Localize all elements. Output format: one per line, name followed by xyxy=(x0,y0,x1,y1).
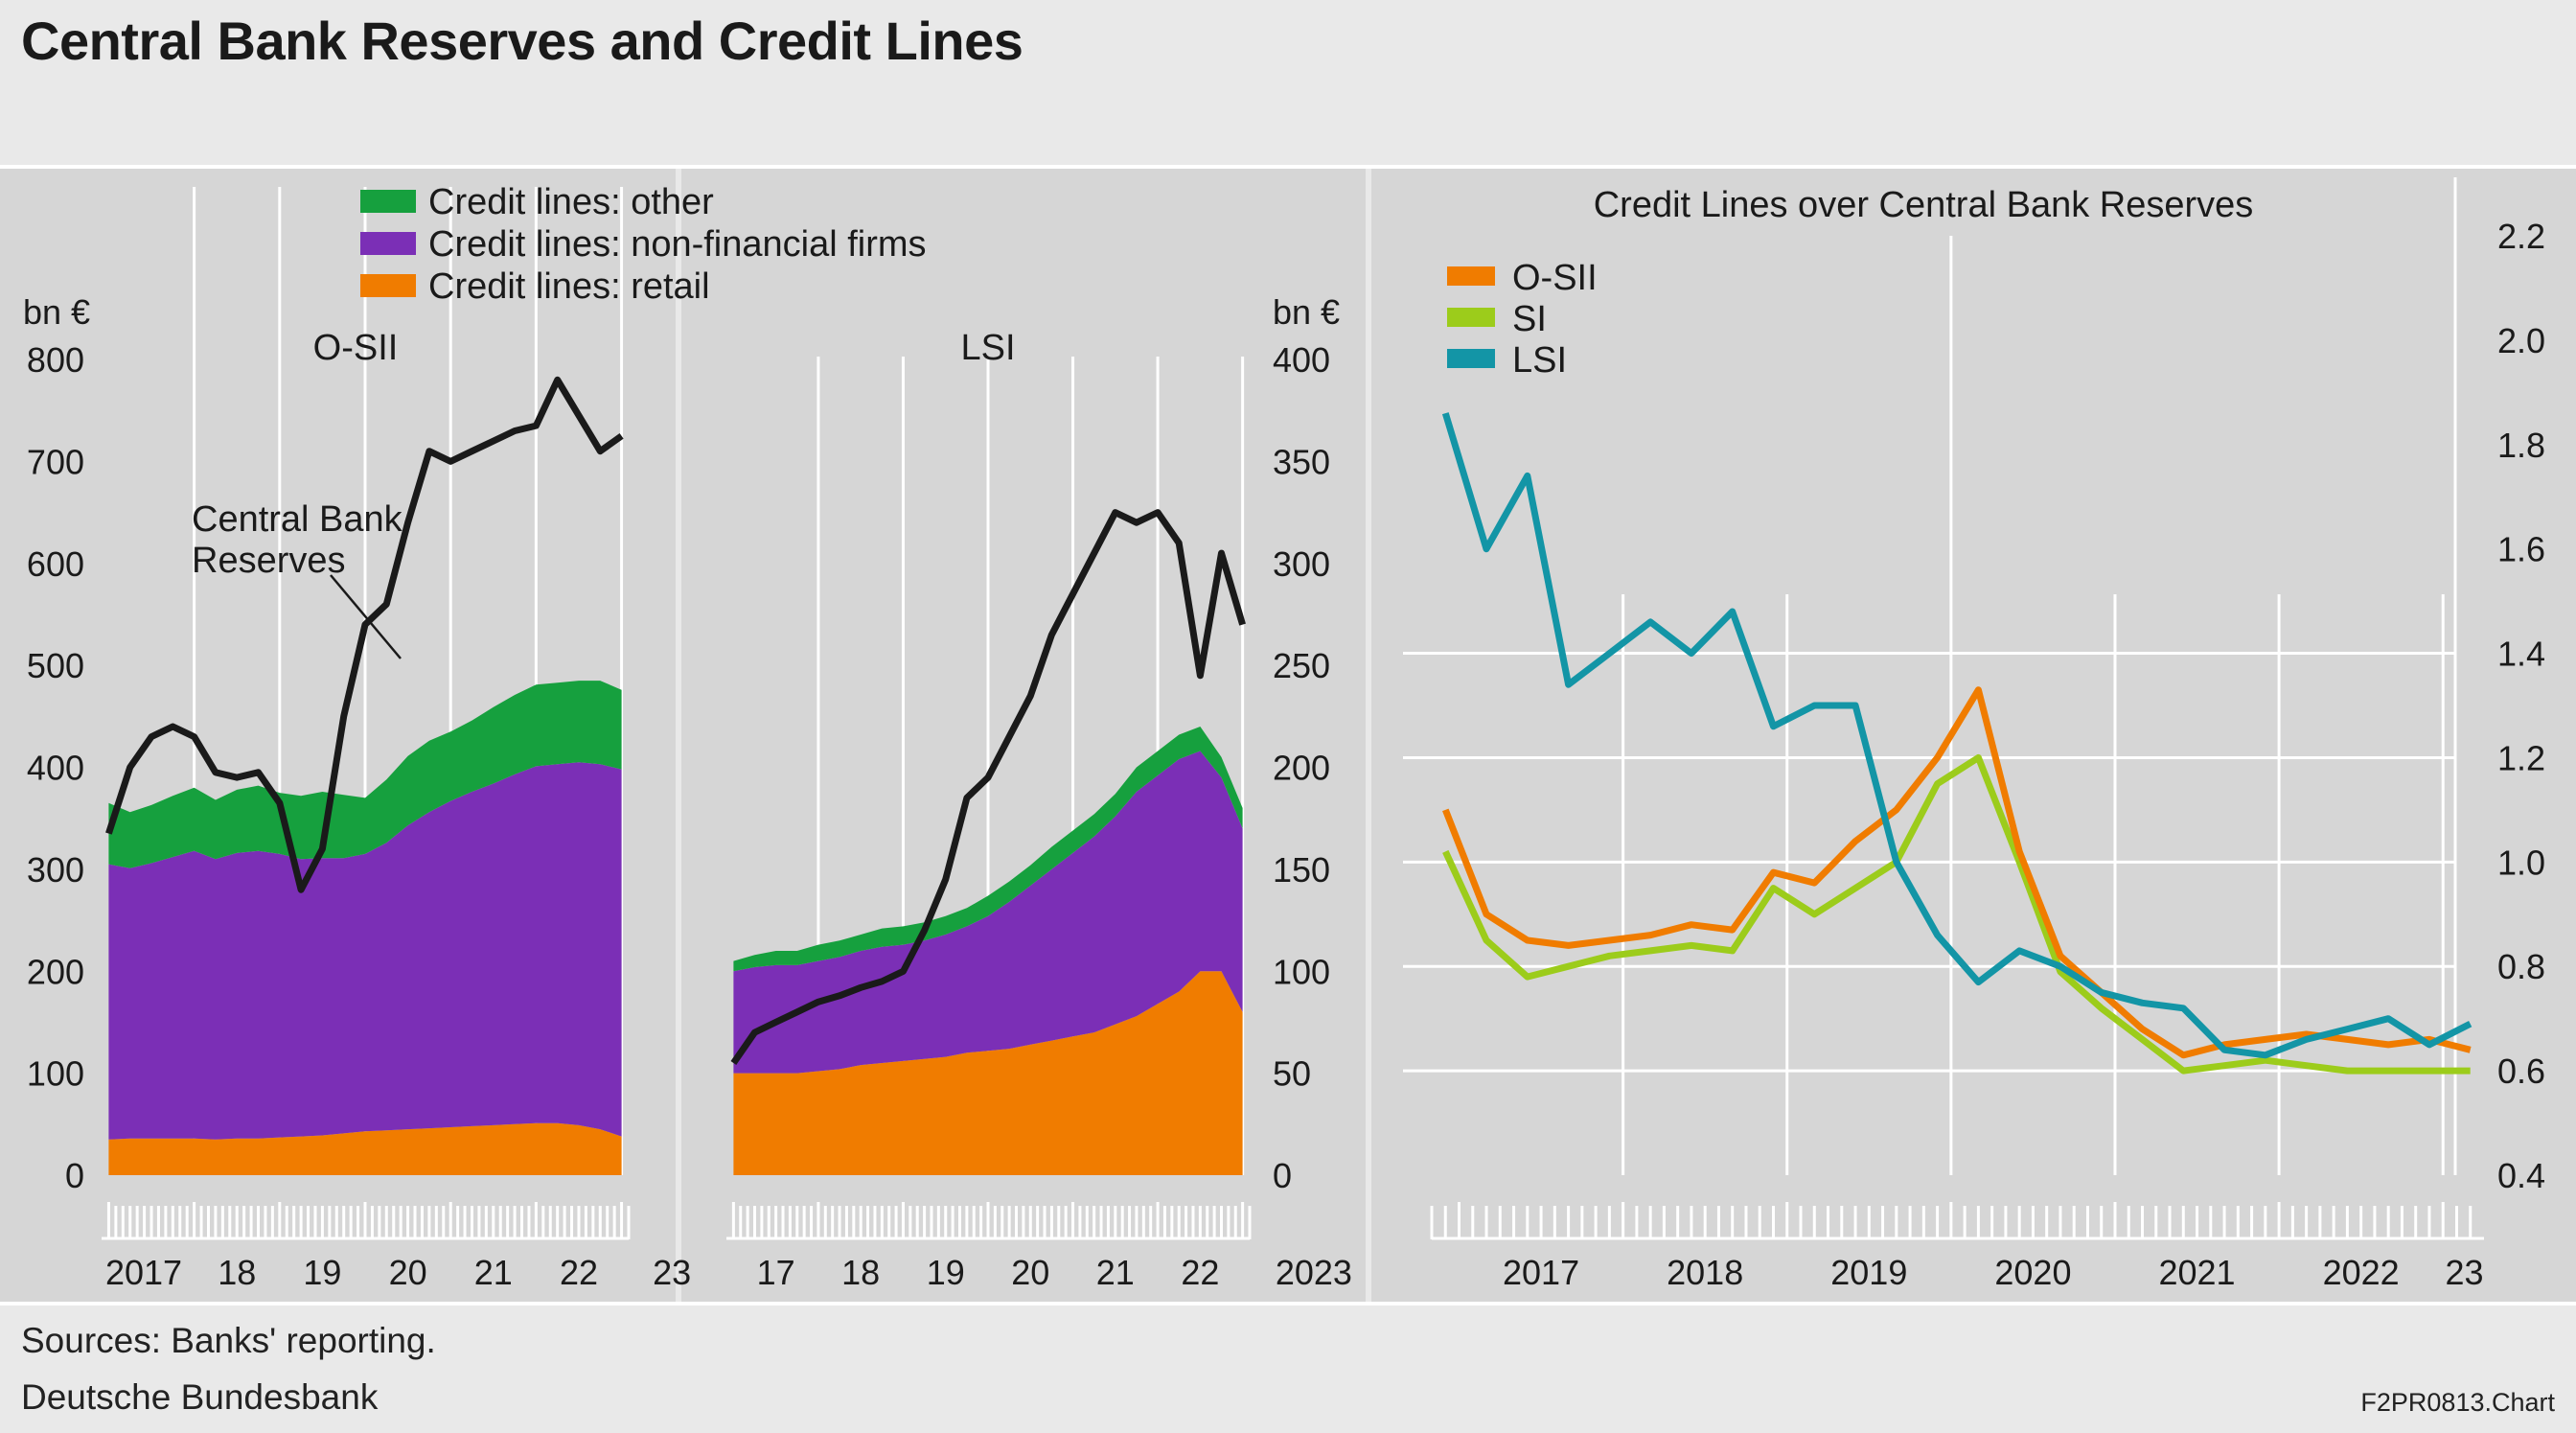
lsi-xtick-label: 20 xyxy=(1011,1253,1049,1292)
ratio-xaxis-ticks xyxy=(1430,1202,2472,1239)
lsi-ytick-label: 200 xyxy=(1273,749,1330,788)
osii-yaxis-unit: bn € xyxy=(23,292,90,332)
lsi-ytick-label: 300 xyxy=(1273,544,1330,584)
lsi-ytick-label: 0 xyxy=(1273,1156,1292,1195)
publisher-name: Deutsche Bundesbank xyxy=(21,1377,379,1417)
osii-xtick-label: 2017 xyxy=(105,1253,182,1292)
osii-ytick-label: 200 xyxy=(27,952,84,991)
lsi-ytick-label: 250 xyxy=(1273,646,1330,685)
ratio-ytick-label: 0.6 xyxy=(2497,1052,2545,1091)
page-title: Central Bank Reserves and Credit Lines xyxy=(21,11,1024,71)
lsi-ytick-label: 50 xyxy=(1273,1054,1311,1094)
osii-reserves-line xyxy=(105,376,624,893)
lsi-xtick-label: 17 xyxy=(757,1253,795,1292)
osii-ytick-label: 500 xyxy=(27,646,84,685)
lsi-area-other xyxy=(733,727,1243,972)
osii-ytick-label: 700 xyxy=(27,442,84,481)
ratio-ytick-label: 1.0 xyxy=(2497,843,2545,882)
ratio-xtick-label: 2020 xyxy=(1994,1253,2071,1292)
ratio-legend-label-o-sii: O-SII xyxy=(1512,258,1598,298)
legend-other-label: Credit lines: other xyxy=(428,182,714,222)
ratio-legend-label-si: SI xyxy=(1512,299,1547,339)
osii-ytick-label: 400 xyxy=(27,749,84,788)
osii-xtick-label: 21 xyxy=(474,1253,513,1292)
osii-xtick-label: 22 xyxy=(560,1253,598,1292)
osii-area-other xyxy=(108,681,622,868)
ratio-xtick-label: 2022 xyxy=(2323,1253,2400,1292)
reserves-annotation-line2: Reserves xyxy=(192,541,346,581)
osii-ytick-label: 0 xyxy=(65,1156,84,1195)
lsi-ytick-label: 400 xyxy=(1273,340,1330,380)
osii-ytick-label: 300 xyxy=(27,850,84,890)
osii-area-nonfin xyxy=(108,762,622,1140)
lsi-xaxis-ticks xyxy=(731,1202,1252,1239)
reserves-annotation-line1: Central Bank xyxy=(192,499,403,540)
osii-xtick-label: 18 xyxy=(218,1253,256,1292)
ratio-chart-title: Credit Lines over Central Bank Reserves xyxy=(1594,185,2254,225)
osii-ytick-label: 800 xyxy=(27,340,84,380)
lsi-xtick-label: 18 xyxy=(841,1253,880,1292)
ratio-legend-label-lsi: LSI xyxy=(1512,340,1567,381)
osii-xtick-label: 20 xyxy=(389,1253,427,1292)
reserves-annotation-leader xyxy=(330,574,402,659)
ratio-ytick-label: 1.6 xyxy=(2497,530,2545,569)
ratio-ytick-label: 1.8 xyxy=(2497,426,2545,465)
ratio-legend-swatch-si xyxy=(1447,308,1495,327)
osii-panel-label: O-SII xyxy=(313,328,399,368)
ratio-ytick-label: 0.8 xyxy=(2497,947,2545,986)
osii-ytick-label: 600 xyxy=(27,544,84,584)
ratio-xtick-label: 2017 xyxy=(1503,1253,1579,1292)
lsi-xtick-label: 22 xyxy=(1181,1253,1219,1292)
ratio-line-si xyxy=(1442,753,2471,1075)
lsi-reserves-line xyxy=(730,509,1246,1065)
lsi-ytick-label: 150 xyxy=(1273,850,1330,890)
ratio-xtick-label: 2019 xyxy=(1830,1253,1907,1292)
osii-xaxis-ticks xyxy=(106,1202,631,1239)
lsi-ytick-label: 100 xyxy=(1273,952,1330,991)
chart-code: F2PR0813.Chart xyxy=(2360,1388,2555,1417)
ratio-ytick-label: 1.2 xyxy=(2497,738,2545,777)
lsi-xtick-label: 2023 xyxy=(1276,1253,1352,1292)
osii-area-retail xyxy=(108,1122,622,1175)
ratio-legend-swatch-lsi xyxy=(1447,349,1495,368)
ratio-ytick-label: 2.0 xyxy=(2497,321,2545,360)
lsi-xtick-label: 21 xyxy=(1096,1253,1135,1292)
ratio-line-lsi xyxy=(1441,412,2472,1059)
legend-retail-swatch xyxy=(360,274,416,297)
ratio-ytick-label: 1.4 xyxy=(2497,635,2545,674)
lsi-area-retail xyxy=(733,971,1243,1175)
lsi-panel-label: LSI xyxy=(960,328,1015,368)
legend-retail-label: Credit lines: retail xyxy=(428,266,710,307)
legend-nonfin-label: Credit lines: non-financial firms xyxy=(428,224,927,265)
ratio-xtick-label: 2018 xyxy=(1667,1253,1743,1292)
ratio-legend-swatch-o-sii xyxy=(1447,266,1495,286)
ratio-xtick-label: 2021 xyxy=(2158,1253,2235,1292)
panel-ratio xyxy=(1371,169,2576,1302)
ratio-ytick-label: 2.2 xyxy=(2497,217,2545,256)
lsi-xtick-label: 19 xyxy=(927,1253,965,1292)
ratio-ytick-label: 0.4 xyxy=(2497,1156,2545,1195)
osii-ytick-label: 100 xyxy=(27,1054,84,1094)
lsi-ytick-label: 350 xyxy=(1273,442,1330,481)
lsi-yaxis-unit: bn € xyxy=(1273,292,1340,332)
ratio-xtick-label: 23 xyxy=(2445,1253,2483,1292)
legend-other-swatch xyxy=(360,190,416,213)
ratio-line-o-sii xyxy=(1442,686,2472,1059)
lsi-area-nonfin xyxy=(733,751,1243,1074)
osii-xtick-label: 19 xyxy=(303,1253,341,1292)
osii-xtick-label: 23 xyxy=(653,1253,691,1292)
legend-nonfin-swatch xyxy=(360,232,416,255)
sources-note: Sources: Banks' reporting. xyxy=(21,1321,436,1360)
